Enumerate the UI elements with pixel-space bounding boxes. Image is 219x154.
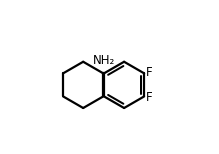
Text: NH₂: NH₂ xyxy=(93,54,115,67)
Text: F: F xyxy=(146,91,152,104)
Text: F: F xyxy=(146,66,152,79)
